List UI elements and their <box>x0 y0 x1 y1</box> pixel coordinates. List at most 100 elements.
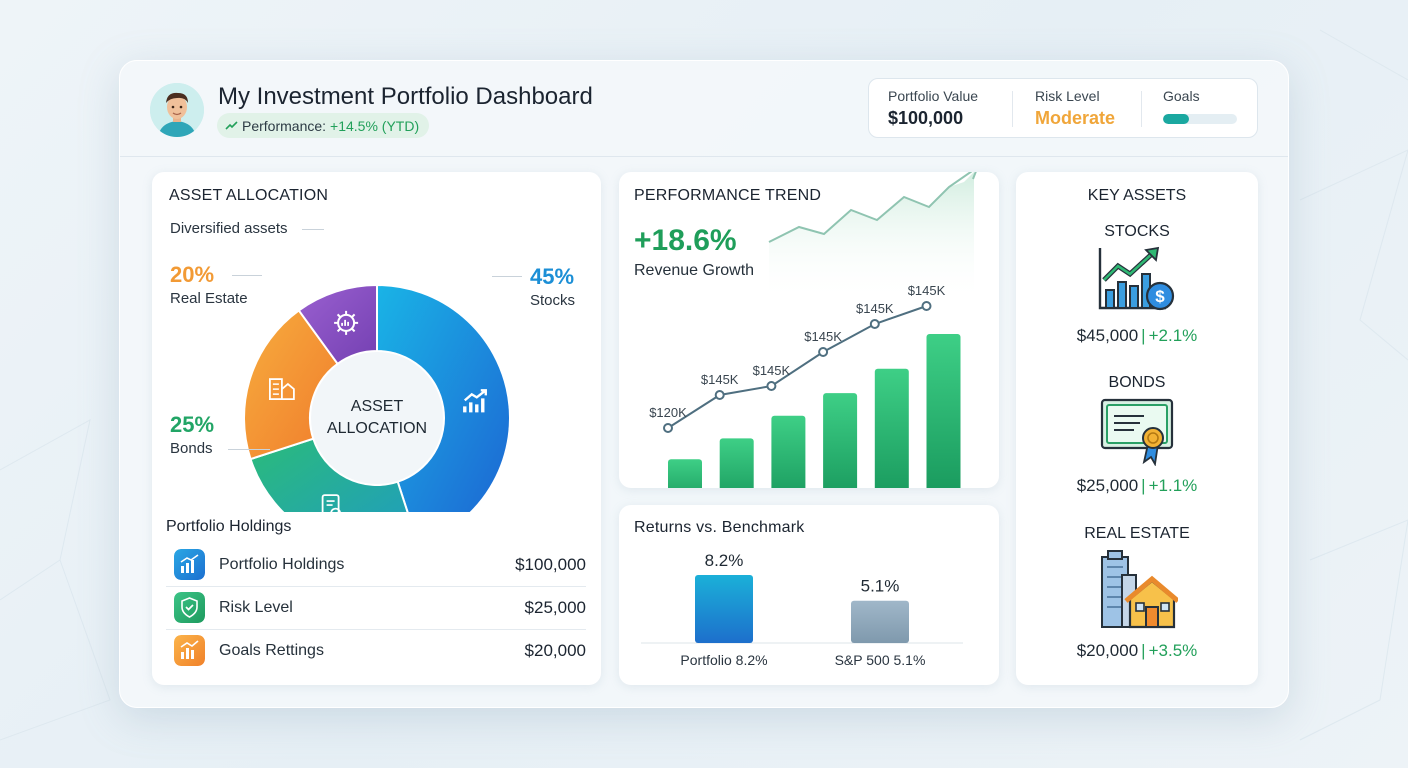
bonds-pct: 25% <box>170 412 215 437</box>
real-estate-slice-icon <box>268 378 295 400</box>
asset-change: +1.1% <box>1148 476 1198 495</box>
stocks-asset-value: $45,000 | +2.1% <box>1016 326 1258 346</box>
x-tick-label: Portfolio 8.2% <box>680 652 767 668</box>
shield-icon <box>174 592 205 623</box>
stocks-asset-title: STOCKS <box>1104 223 1170 240</box>
asset-separator: | <box>1141 641 1146 660</box>
leader-line <box>302 229 324 230</box>
returns-benchmark-chart: 8.2% Portfolio 8.2% 5.1% S&P 500 5.1% <box>641 551 963 668</box>
asset-separator: | <box>1141 326 1146 345</box>
bonds-asset-title: BONDS <box>1108 374 1166 391</box>
goals-summary: Goals <box>1163 88 1237 124</box>
line-data-label: $145K <box>856 301 894 316</box>
risk-level-label: Risk Level <box>1035 88 1100 104</box>
row-divider <box>166 629 586 630</box>
performance-trend-card: PERFORMANCE TREND JANFEBMARAPRMAYJUN$120… <box>619 172 999 488</box>
buildings-icon <box>1101 550 1178 629</box>
bar-jun[interactable] <box>926 334 961 488</box>
summary-divider <box>1141 91 1142 127</box>
x-tick-label: S&P 500 5.1% <box>835 652 926 668</box>
asset-change: +2.1% <box>1148 326 1198 345</box>
donut-center-label: ALLOCATION <box>327 420 427 437</box>
line-data-label: $145K <box>701 372 739 387</box>
page-title: My Investment Portfolio Dashboard <box>218 83 593 110</box>
performance-label: Performance: <box>242 117 327 134</box>
holding-name: Goals Rettings <box>219 642 324 659</box>
donut-slice-bonds[interactable] <box>249 437 419 512</box>
bar-may[interactable] <box>874 368 909 488</box>
asset-allocation-card: ASSET ALLOCATION ASSET ALLOCATION Diversi… <box>152 172 601 685</box>
leader-line <box>492 276 522 277</box>
line-point[interactable] <box>714 390 725 400</box>
line-point[interactable] <box>921 301 932 311</box>
holding-row[interactable]: Goals Rettings $20,000 <box>166 630 586 672</box>
leader-line <box>228 449 270 450</box>
asset-separator: | <box>1141 476 1146 495</box>
key-assets-card: KEY ASSETS STOCKS $ $45,000 | +2.1% BONDS <box>1016 172 1258 685</box>
line-point[interactable] <box>869 319 880 329</box>
value-line <box>667 305 927 429</box>
bonds-name: Bonds <box>170 440 213 457</box>
portfolio-value-summary: Portfolio Value $100,000 <box>888 88 978 129</box>
bar-mar[interactable] <box>771 415 806 488</box>
line-data-label: $145K <box>804 329 842 344</box>
bar-chart-icon <box>174 635 205 666</box>
bonds-slice-icon <box>321 494 341 512</box>
bar-apr[interactable] <box>823 393 858 488</box>
diversified-slice-icon <box>334 310 359 335</box>
performance-value: +14.5% (YTD) <box>330 117 420 134</box>
returns-benchmark-card: Returns vs. Benchmark 8.2% Portfolio 8.2%… <box>619 505 999 685</box>
donut-slice-stocks[interactable] <box>376 283 511 512</box>
stocks-label: 45% Stocks <box>530 264 575 309</box>
portfolio-holdings-title: Portfolio Holdings <box>166 518 292 535</box>
portfolio-value-label: Portfolio Value <box>888 88 979 104</box>
asset-allocation-title: ASSET ALLOCATION <box>169 187 329 204</box>
risk-level-value: Moderate <box>1035 108 1116 128</box>
row-divider <box>166 586 586 587</box>
goals-label: Goals <box>1163 88 1200 104</box>
donut-center <box>311 352 443 484</box>
benchmark-return-bar[interactable] <box>851 600 909 643</box>
stocks-pct: 45% <box>530 264 575 289</box>
holding-row[interactable]: Risk Level $25,000 <box>166 587 586 629</box>
holding-value: $20,000 <box>524 641 586 660</box>
donut-slice-real-estate[interactable] <box>243 309 340 461</box>
holding-row[interactable]: Portfolio Holdings $100,000 <box>166 544 586 586</box>
bar-value-label: 5.1% <box>861 577 900 596</box>
bar-jan[interactable] <box>668 459 702 488</box>
portfolio-return-bar[interactable] <box>695 575 753 643</box>
performance-trend-chart: JANFEBMARAPRMAYJUN$120K$145K$145K$145K$1… <box>649 172 977 488</box>
bar-feb[interactable] <box>719 438 754 488</box>
real-estate-label: 20% Real Estate <box>170 262 248 307</box>
trend-decoration-line <box>768 172 973 243</box>
stocks-name: Stocks <box>530 292 576 309</box>
goals-progress-bar <box>1163 114 1237 124</box>
line-point[interactable] <box>818 347 829 357</box>
asset-amount: $20,000 <box>1076 641 1139 660</box>
trend-arrow-icon <box>972 172 977 180</box>
asset-change: +3.5% <box>1148 641 1198 660</box>
header: My Investment Portfolio Dashboard Perfor… <box>120 61 1288 157</box>
line-data-label: $145K <box>753 363 791 378</box>
goals-progress-fill <box>1163 114 1189 124</box>
stocks-slice-icon <box>463 389 487 413</box>
line-point[interactable] <box>663 423 673 433</box>
real-estate-asset-value: $20,000 | +3.5% <box>1016 641 1258 661</box>
line-point[interactable] <box>766 381 777 391</box>
line-data-label: $120K <box>649 405 687 420</box>
bonds-label: 25% Bonds <box>170 412 214 457</box>
holding-name: Portfolio Holdings <box>219 556 345 573</box>
diversified-assets-label: Diversified assets <box>170 220 288 237</box>
summary-panel: Portfolio Value $100,000 Risk Level Mode… <box>868 78 1258 138</box>
performance-trend-title: PERFORMANCE TREND <box>634 187 822 204</box>
line-data-label: $145K <box>908 283 946 298</box>
dashboard-frame: My Investment Portfolio Dashboard Perfor… <box>119 60 1289 708</box>
bar-value-label: 8.2% <box>705 551 744 570</box>
bond-certificate-icon <box>1100 398 1174 466</box>
avatar[interactable] <box>150 83 204 137</box>
real-estate-pct: 20% <box>170 262 215 287</box>
user-avatar-icon <box>150 83 204 137</box>
asset-amount: $45,000 <box>1076 326 1139 345</box>
real-estate-asset-title: REAL ESTATE <box>1084 525 1190 542</box>
donut-center-label: ASSET <box>351 398 404 415</box>
